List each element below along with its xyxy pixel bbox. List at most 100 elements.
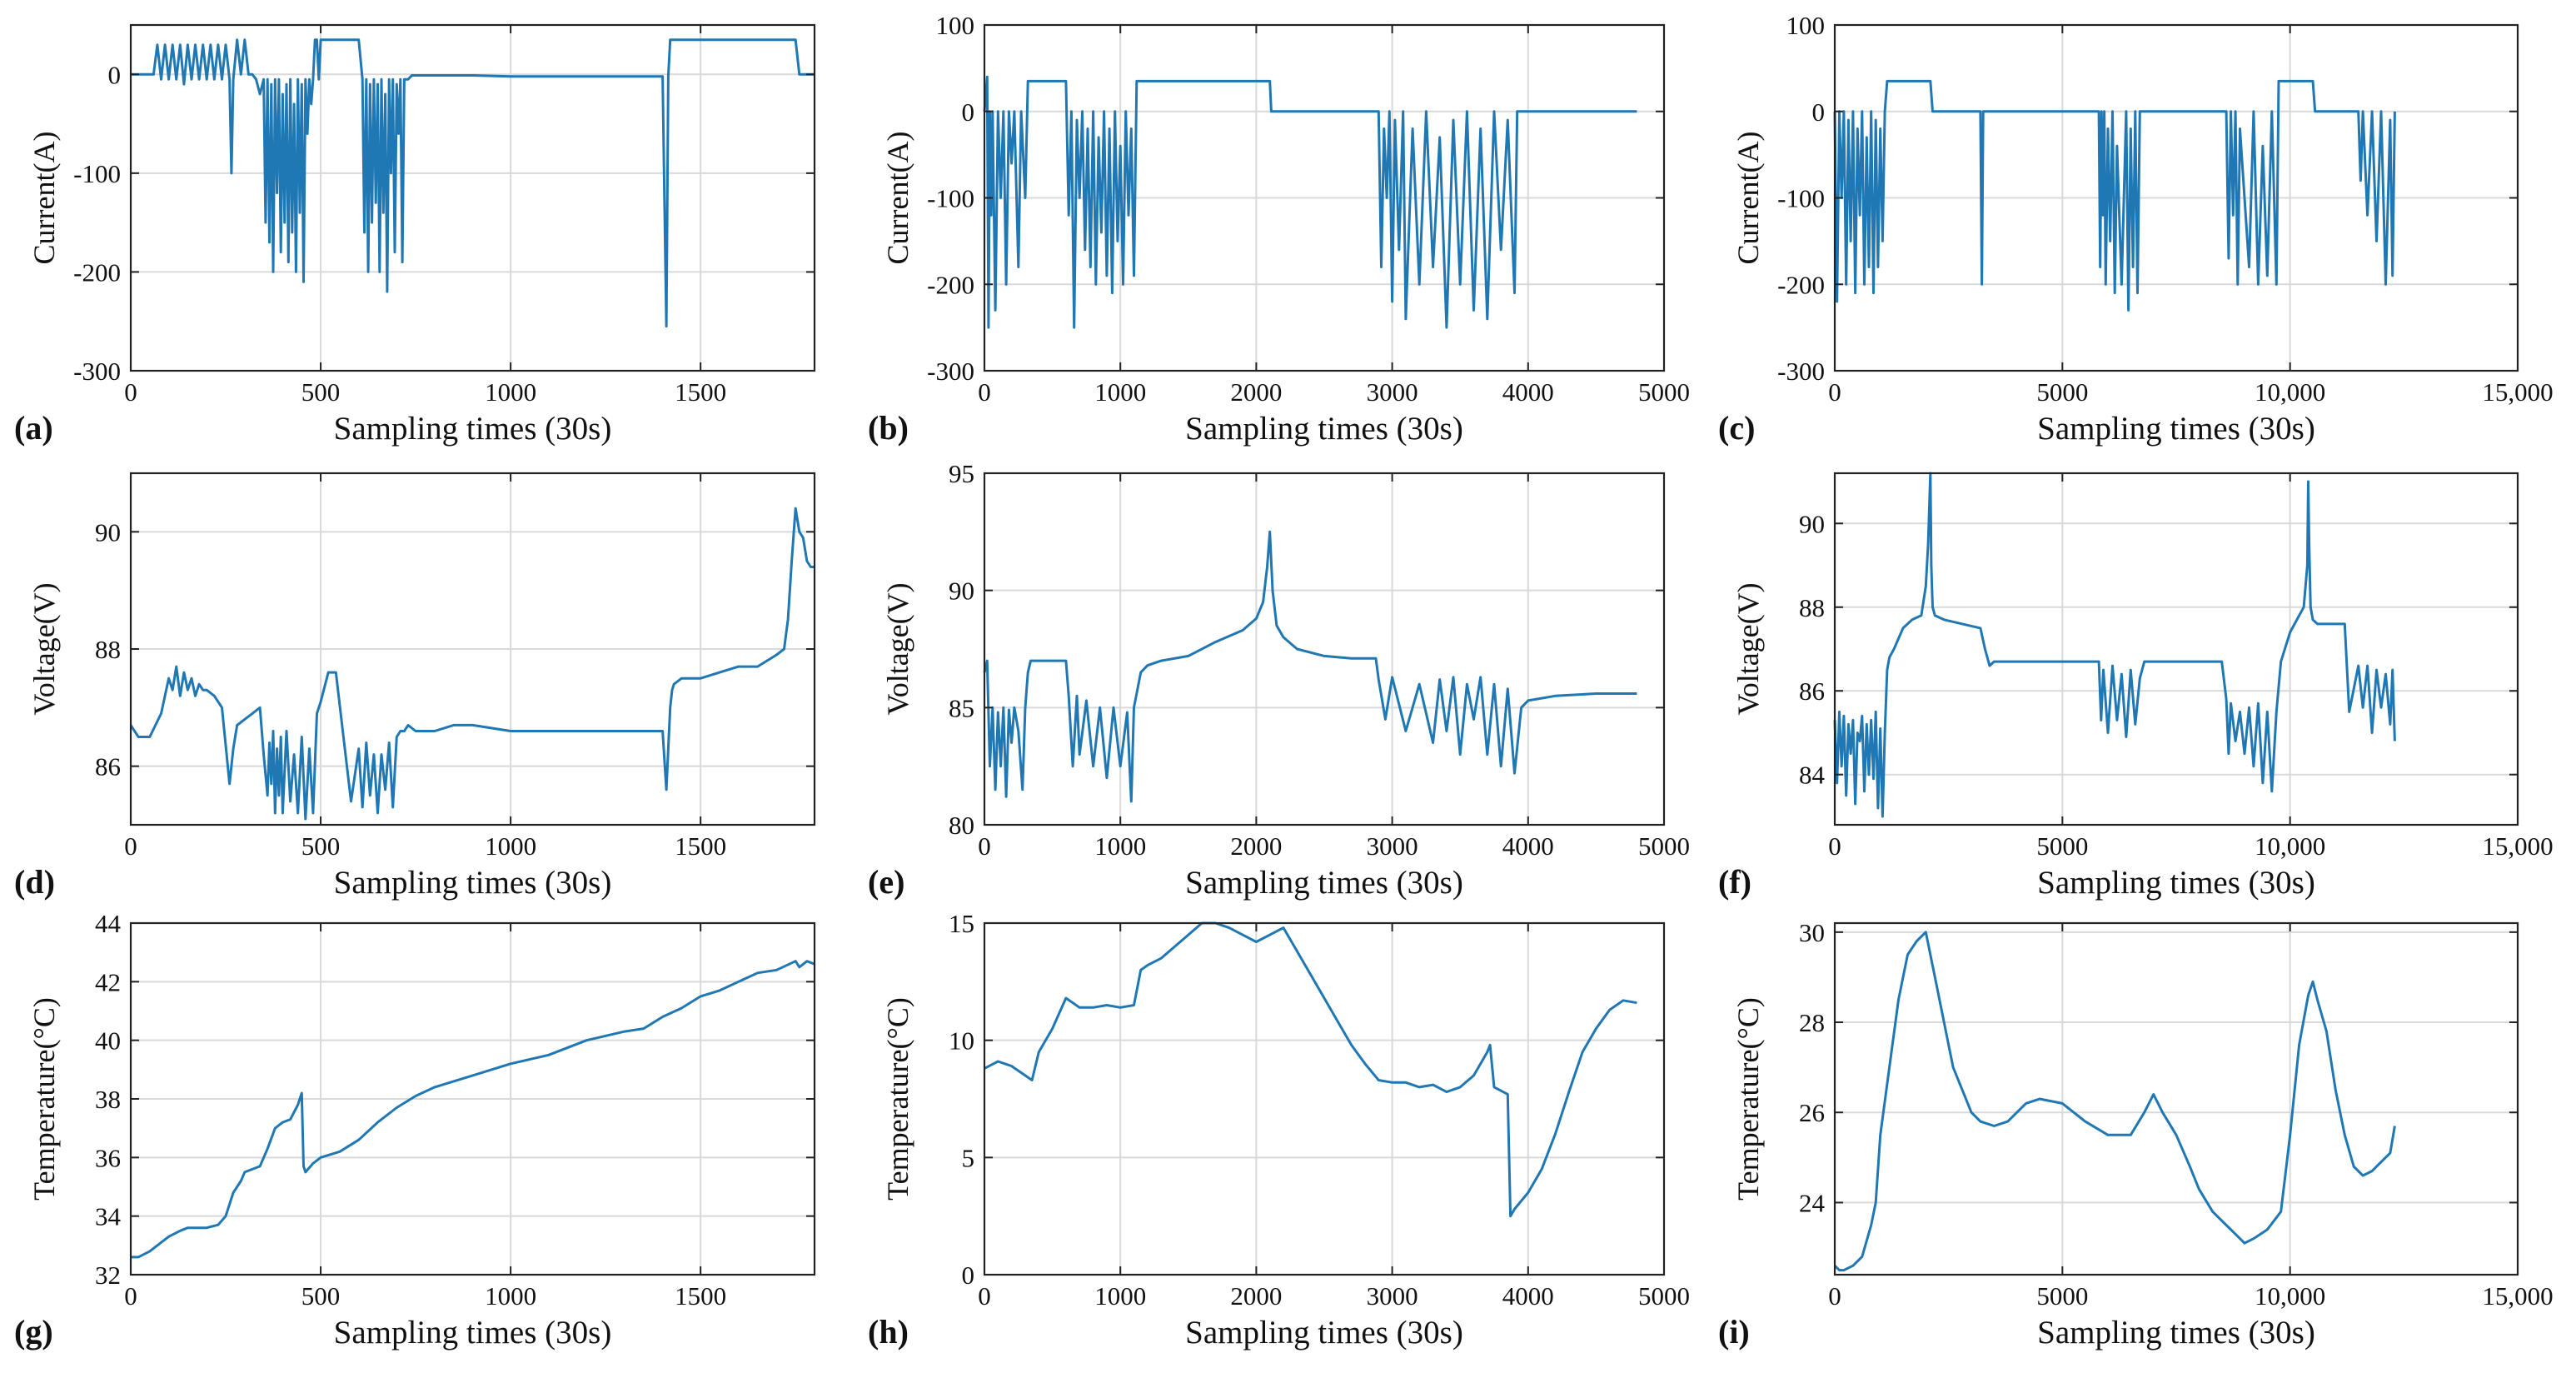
y-axis-label: Current(A)	[27, 132, 61, 265]
x-tick-label: 2000	[1230, 831, 1282, 861]
y-tick-label: 0	[962, 97, 975, 127]
y-tick-label: 80	[949, 811, 974, 840]
y-tick-label: 90	[949, 577, 974, 606]
y-tick-label: 26	[1799, 1098, 1825, 1127]
x-tick-label: 1000	[485, 1281, 536, 1311]
x-tick-label: 500	[301, 1281, 341, 1311]
y-axis-label: Temperature(°C)	[27, 997, 61, 1201]
series-line-a-0	[131, 38, 815, 328]
y-tick-label: 100	[936, 11, 975, 40]
y-tick-label: 32	[95, 1261, 121, 1290]
x-tick-label: 5000	[2036, 831, 2088, 861]
x-tick-label: 2000	[1230, 377, 1282, 407]
x-tick-label: 3000	[1367, 831, 1418, 861]
panel-f: 0 5000 10,000 15,000 84 86 88 90 Sampling times …	[1718, 472, 2554, 901]
panel-label: (d)	[14, 863, 55, 901]
x-axis-label: Sampling times (30s)	[2037, 865, 2315, 901]
y-tick-label: 44	[95, 909, 122, 938]
y-tick-label: 85	[949, 693, 974, 722]
x-tick-label: 1500	[675, 831, 726, 861]
x-tick-label: 10,000	[2255, 831, 2325, 861]
x-tick-label: 500	[301, 831, 341, 861]
y-axis-label: Voltage(V)	[1731, 582, 1765, 715]
panel-h: 0 1000 2000 3000 4000 5000 0 5 10 15 Sampling time…	[868, 909, 1690, 1351]
panel-c: 0 5000 10,000 15,000 -300 -200 -100 0 100 Samplin…	[1718, 11, 2554, 447]
x-axis-label: Sampling times (30s)	[2037, 1315, 2315, 1351]
panel-label: (e)	[868, 863, 904, 901]
series-line-e-0	[983, 530, 1637, 803]
x-tick-label: 500	[301, 377, 341, 407]
series-line-g-0	[131, 960, 815, 1259]
y-tick-label: -200	[1777, 270, 1825, 299]
panel-e: 0 1000 2000 3000 4000 5000 80 85 90 95 Sampling ti…	[868, 459, 1690, 901]
y-axis-label: Current(A)	[881, 132, 914, 265]
y-tick-label: 0	[1812, 97, 1826, 127]
y-tick-label: -300	[927, 357, 974, 386]
y-tick-label: 0	[108, 60, 122, 89]
y-tick-label: 86	[95, 752, 121, 781]
panel-b: 0 1000 2000 3000 4000 5000 -300 -200 -100 0 100 Sam…	[868, 11, 1690, 447]
x-tick-label: 15,000	[2482, 377, 2553, 407]
axes-frame	[1833, 472, 2519, 826]
x-tick-label: 0	[1828, 377, 1841, 407]
y-tick-label: 5	[962, 1143, 975, 1172]
panel-label: (a)	[14, 409, 53, 447]
y-tick-label: 36	[95, 1143, 121, 1172]
y-tick-label: 88	[1799, 593, 1825, 622]
x-axis-label: Sampling times (30s)	[2037, 411, 2315, 447]
x-tick-label: 0	[124, 377, 137, 407]
x-tick-label: 5000	[1638, 1281, 1690, 1311]
panel-label: (f)	[1718, 863, 1751, 901]
x-tick-label: 5000	[2036, 377, 2088, 407]
panel-a: 0 500 1000 1500 -300 -200 -100 0 Sampling times …	[14, 23, 816, 447]
x-tick-label: 3000	[1367, 1281, 1418, 1311]
y-tick-label: 0	[962, 1261, 975, 1290]
x-tick-label: 10,000	[2255, 377, 2325, 407]
panel-g: 0 500 1000 1500 32 34 36 38 40 42 44 Sampling times…	[14, 909, 816, 1351]
y-axis-label: Current(A)	[1731, 132, 1765, 265]
series-line-b-0	[983, 75, 1637, 329]
series-line-f-0	[1833, 472, 2396, 818]
y-axis-label: Voltage(V)	[881, 582, 914, 715]
y-tick-label: 38	[95, 1085, 121, 1114]
y-tick-label: -100	[73, 159, 121, 188]
panel-label: (b)	[868, 409, 909, 447]
axes-frame	[983, 921, 1666, 1276]
x-tick-label: 3000	[1367, 377, 1418, 407]
axes-frame	[1833, 921, 2519, 1276]
x-tick-label: 1000	[1094, 831, 1146, 861]
y-tick-label: 100	[1786, 11, 1826, 40]
panel-label: (h)	[868, 1313, 909, 1351]
y-tick-label: 10	[949, 1026, 974, 1056]
x-axis-label: Sampling times (30s)	[1185, 411, 1463, 447]
x-axis-label: Sampling times (30s)	[1185, 865, 1463, 901]
y-tick-label: 40	[95, 1026, 121, 1056]
x-tick-label: 1000	[485, 377, 536, 407]
series-line-h-0	[984, 921, 1637, 1218]
series-line-d-0	[129, 507, 815, 821]
y-tick-label: -100	[1777, 184, 1825, 213]
x-tick-label: 0	[978, 377, 991, 407]
x-tick-label: 1500	[675, 377, 726, 407]
x-tick-label: 1500	[675, 1281, 726, 1311]
x-tick-label: 15,000	[2482, 831, 2553, 861]
panel-label: (c)	[1718, 409, 1755, 447]
y-tick-label: 86	[1799, 677, 1825, 706]
series-line-c-0	[1833, 79, 2396, 312]
x-tick-label: 4000	[1502, 377, 1554, 407]
y-tick-label: 34	[95, 1202, 122, 1231]
y-tick-label: 15	[949, 909, 974, 938]
x-tick-label: 1000	[1094, 377, 1146, 407]
x-axis-label: Sampling times (30s)	[1185, 1315, 1463, 1351]
y-tick-label: 90	[1799, 509, 1825, 538]
x-tick-label: 0	[124, 1281, 137, 1311]
y-tick-label: 90	[95, 517, 121, 547]
x-tick-label: 5000	[1638, 831, 1690, 861]
x-axis-label: Sampling times (30s)	[334, 1315, 612, 1351]
x-tick-label: 4000	[1502, 1281, 1554, 1311]
x-tick-label: 1000	[485, 831, 536, 861]
x-tick-label: 0	[1828, 1281, 1841, 1311]
panel-d: 0 500 1000 1500 86 88 90 Sampling times (30s) Vo…	[14, 472, 816, 901]
x-tick-label: 10,000	[2255, 1281, 2325, 1311]
x-tick-label: 5000	[2036, 1281, 2088, 1311]
